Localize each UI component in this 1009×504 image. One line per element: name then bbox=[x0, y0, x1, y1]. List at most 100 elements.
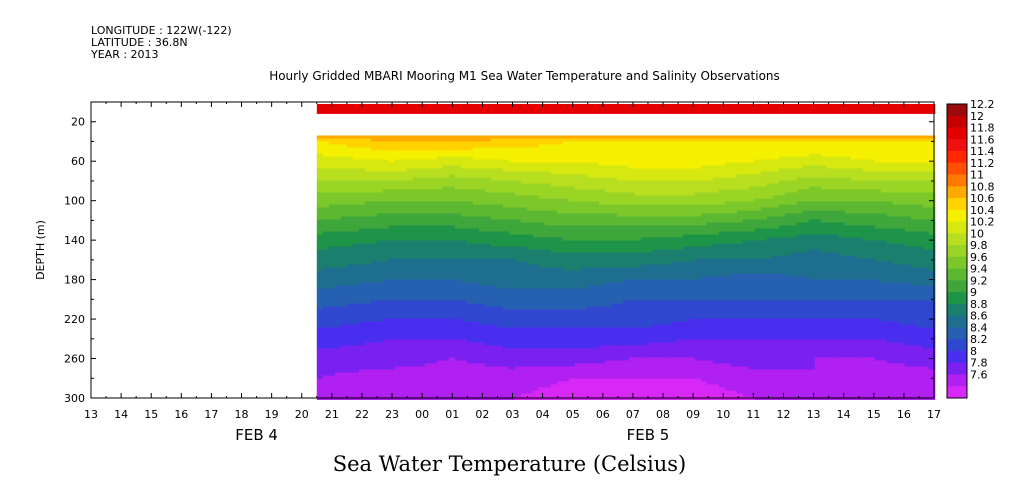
heatmap-cell bbox=[478, 234, 486, 238]
heatmap-cell bbox=[466, 222, 474, 226]
heatmap-cell bbox=[574, 375, 582, 379]
heatmap-cell bbox=[628, 240, 636, 244]
heatmap-cell bbox=[646, 165, 654, 169]
heatmap-cell bbox=[328, 249, 336, 253]
heatmap-cell bbox=[424, 192, 432, 196]
heatmap-cell bbox=[466, 267, 474, 271]
heatmap-cell bbox=[466, 387, 474, 391]
heatmap-cell bbox=[556, 354, 564, 358]
heatmap-cell bbox=[412, 180, 420, 184]
heatmap-cell bbox=[520, 225, 528, 229]
heatmap-cell bbox=[370, 168, 378, 172]
heatmap-cell bbox=[340, 390, 348, 394]
heatmap-cell bbox=[460, 165, 468, 169]
heatmap-cell bbox=[412, 357, 420, 361]
heatmap-cell bbox=[508, 273, 516, 277]
heatmap-cell bbox=[466, 363, 474, 367]
heatmap-cell bbox=[382, 150, 390, 154]
heatmap-cell bbox=[364, 234, 372, 238]
heatmap-cell bbox=[424, 189, 432, 193]
heatmap-cell bbox=[322, 159, 330, 163]
heatmap-cell bbox=[382, 306, 390, 310]
heatmap-cell bbox=[586, 318, 594, 322]
heatmap-cell bbox=[526, 186, 534, 190]
heatmap-cell bbox=[388, 234, 396, 238]
heatmap-cell bbox=[526, 366, 534, 370]
heatmap-cell bbox=[544, 303, 552, 307]
heatmap-cell bbox=[358, 135, 366, 139]
heatmap-cell bbox=[316, 387, 324, 391]
heatmap-cell bbox=[454, 324, 462, 328]
heatmap-cell bbox=[568, 198, 576, 202]
heatmap-cell bbox=[616, 309, 624, 313]
heatmap-cell bbox=[472, 300, 480, 304]
heatmap-cell bbox=[538, 240, 546, 244]
heatmap-cell bbox=[394, 222, 402, 226]
heatmap-cell bbox=[442, 261, 450, 265]
heatmap-cell bbox=[358, 345, 366, 349]
heatmap-cell bbox=[430, 207, 438, 211]
heatmap-cell bbox=[568, 294, 576, 298]
heatmap-cell bbox=[604, 393, 612, 397]
heatmap-cell bbox=[376, 303, 384, 307]
heatmap-cell bbox=[346, 366, 354, 370]
heatmap-cell bbox=[466, 177, 474, 181]
heatmap-cell bbox=[520, 135, 528, 139]
heatmap-cell bbox=[400, 210, 408, 214]
heatmap-cell bbox=[640, 180, 648, 184]
heatmap-cell bbox=[388, 285, 396, 289]
heatmap-cell bbox=[550, 243, 558, 247]
heatmap-cell bbox=[610, 225, 618, 229]
heatmap-cell bbox=[580, 306, 588, 310]
heatmap-cell bbox=[388, 237, 396, 241]
heatmap-cell bbox=[490, 306, 498, 310]
heatmap-cell bbox=[520, 294, 528, 298]
heatmap-cell bbox=[544, 312, 552, 316]
heatmap-cell bbox=[436, 384, 444, 388]
heatmap-cell bbox=[634, 279, 642, 283]
heatmap-cell bbox=[448, 192, 456, 196]
heatmap-cell bbox=[526, 240, 534, 244]
heatmap-cell bbox=[484, 237, 492, 241]
heatmap-cell bbox=[328, 348, 336, 352]
heatmap-cell bbox=[376, 174, 384, 178]
heatmap-cell bbox=[340, 324, 348, 328]
heatmap-cell bbox=[436, 144, 444, 148]
heatmap-cell bbox=[520, 297, 528, 301]
heatmap-cell bbox=[586, 104, 594, 114]
heatmap-cell bbox=[406, 231, 414, 235]
heatmap-cell bbox=[592, 150, 600, 154]
heatmap-cell bbox=[328, 258, 336, 262]
heatmap-cell bbox=[562, 225, 570, 229]
heatmap-cell bbox=[538, 339, 546, 343]
heatmap-cell bbox=[508, 276, 516, 280]
heatmap-cell bbox=[520, 372, 528, 376]
heatmap-cell bbox=[484, 240, 492, 244]
heatmap-cell bbox=[640, 375, 648, 379]
heatmap-cell bbox=[556, 150, 564, 154]
heatmap-cell bbox=[376, 390, 384, 394]
heatmap-cell bbox=[604, 330, 612, 334]
heatmap-cell bbox=[616, 372, 624, 376]
heatmap-cell bbox=[598, 219, 606, 223]
heatmap-cell bbox=[520, 207, 528, 211]
heatmap-cell bbox=[466, 150, 474, 154]
heatmap-cell bbox=[550, 258, 558, 262]
heatmap-cell bbox=[406, 237, 414, 241]
heatmap-cell bbox=[352, 138, 360, 142]
heatmap-cell bbox=[514, 104, 522, 114]
heatmap-cell bbox=[454, 327, 462, 331]
heatmap-cell bbox=[460, 249, 468, 253]
heatmap-cell bbox=[400, 333, 408, 337]
heatmap-cell bbox=[622, 207, 630, 211]
heatmap-cell bbox=[394, 282, 402, 286]
heatmap-cell bbox=[334, 264, 342, 268]
heatmap-cell bbox=[592, 210, 600, 214]
heatmap-cell bbox=[526, 387, 534, 391]
heatmap-cell bbox=[526, 303, 534, 307]
heatmap-cell bbox=[340, 144, 348, 148]
heatmap-cell bbox=[532, 165, 540, 169]
heatmap-cell bbox=[358, 294, 366, 298]
heatmap-cell bbox=[646, 306, 654, 310]
heatmap-cell bbox=[622, 204, 630, 208]
